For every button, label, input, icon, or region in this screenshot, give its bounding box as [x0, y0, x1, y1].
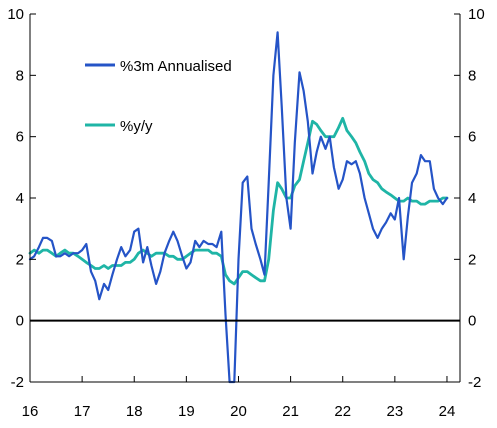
y-tick-label-right: 2: [468, 251, 476, 268]
x-tick-label: 16: [22, 403, 39, 420]
x-tick-label: 23: [387, 403, 404, 420]
x-tick-label: 18: [126, 403, 143, 420]
chart-legend: %3m Annualised %y/y: [85, 58, 232, 135]
y-tick-label-right: 10: [468, 6, 485, 23]
y-tick-label-right: 8: [468, 67, 476, 84]
y-tick-label-left: 2: [16, 251, 24, 268]
y-tick-label-left: 6: [16, 129, 24, 146]
y-tick-label-left: 10: [7, 6, 24, 23]
x-tick-label: 17: [74, 403, 91, 420]
x-tick-label: 21: [282, 403, 299, 420]
legend-entry-yoy-label: %y/y: [120, 118, 153, 135]
y-tick-label-right: 0: [468, 313, 476, 330]
series-line-annualised: [28, 31, 449, 384]
y-tick-label-right: -2: [468, 374, 481, 391]
y-tick-label-left: -2: [11, 374, 24, 391]
x-tick-label: 20: [230, 403, 247, 420]
legend-entry-annualised-label: %3m Annualised: [120, 58, 232, 75]
x-tick-label: 19: [178, 403, 195, 420]
chart-series-group: [28, 31, 449, 384]
y-tick-label-right: 6: [468, 129, 476, 146]
x-tick-label: 24: [439, 403, 456, 420]
y-tick-label-right: 4: [468, 190, 476, 207]
y-tick-label-left: 0: [16, 313, 24, 330]
y-tick-label-left: 8: [16, 67, 24, 84]
x-tick-label: 22: [334, 403, 351, 420]
y-tick-label-left: 4: [16, 190, 24, 207]
